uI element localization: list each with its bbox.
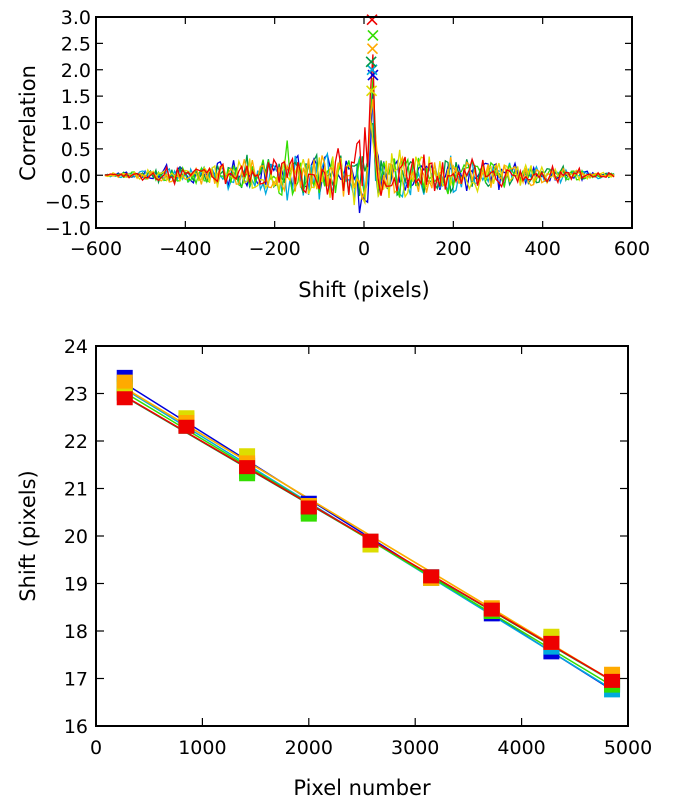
- peak-marker: [367, 29, 379, 42]
- y-tick-label: 24: [64, 336, 88, 358]
- y-tick-label: 21: [64, 479, 88, 501]
- peak-marker: [366, 43, 379, 55]
- shift-data-point: [116, 374, 133, 389]
- shift-plot-ticks: 0 1000 2000 3000 4000 5000 16 17 18 19 20 21 22 23 24: [64, 336, 652, 759]
- y-tick-label: 16: [64, 716, 88, 738]
- x-tick-label: −600: [70, 238, 122, 260]
- shift-data-point: [362, 533, 379, 548]
- y-tick-label: 18: [64, 621, 88, 643]
- correlation-plot-ticks: −600 −400 −200 0 200 400 600 −1.0 −0.5 0.0 0.5 1.0 1…: [45, 7, 650, 260]
- shift-plot: 0 1000 2000 3000 4000 5000161718192021222324 …: [16, 336, 652, 800]
- shift-plot-area: [116, 369, 621, 698]
- shift-x-axis-label: Pixel number: [293, 776, 431, 800]
- correlation-x-axis-label: Shift (pixels): [298, 278, 429, 302]
- x-tick-label: 1000: [178, 737, 226, 759]
- x-tick-label: 4000: [497, 737, 545, 759]
- y-tick-label: 2.0: [61, 60, 91, 82]
- shift-data-point: [423, 569, 440, 584]
- x-tick-label: 0: [358, 238, 370, 260]
- y-tick-label: 2.5: [61, 33, 91, 55]
- peak-marker: [366, 85, 378, 97]
- shift-data-point: [604, 673, 621, 688]
- correlation-plot-frame: [95, 16, 633, 229]
- y-tick-label: 22: [64, 431, 88, 453]
- y-tick-label: 0.5: [61, 139, 91, 161]
- y-tick-label: 20: [64, 526, 88, 548]
- y-tick-label: 1.0: [61, 113, 91, 135]
- x-tick-label: 400: [525, 238, 561, 260]
- shift-y-axis-label: Shift (pixels): [16, 470, 40, 601]
- x-tick-label: 2000: [285, 737, 333, 759]
- correlation-series-line: [104, 77, 615, 198]
- y-tick-label: 1.5: [61, 86, 91, 108]
- x-tick-label: −400: [159, 238, 211, 260]
- shift-data-point: [543, 635, 560, 650]
- correlation-series-line: [104, 54, 615, 200]
- x-tick-label: 0: [90, 737, 102, 759]
- shift-data-point: [483, 602, 500, 617]
- y-tick-label: 17: [64, 669, 88, 691]
- y-tick-label: −0.5: [45, 192, 91, 214]
- y-tick-label: 3.0: [61, 7, 91, 29]
- peak-marker: [365, 56, 377, 68]
- y-tick-label: 0.0: [61, 165, 91, 187]
- x-tick-label: 3000: [391, 737, 439, 759]
- x-tick-label: 5000: [604, 737, 652, 759]
- correlation-plot: −600 −400 −200 0 200 400 600 −1.0 −0.5 0.0 0.5 1.0 1…: [16, 7, 650, 302]
- correlation-series-line: [104, 98, 615, 200]
- x-tick-label: 200: [435, 238, 471, 260]
- correlation-y-axis-label: Correlation: [16, 65, 40, 181]
- y-tick-label: −1.0: [45, 218, 91, 240]
- y-tick-label: 23: [64, 384, 88, 406]
- shift-data-point: [300, 500, 317, 515]
- shift-data-point: [178, 419, 195, 434]
- shift-data-point: [116, 391, 133, 406]
- y-tick-label: 19: [64, 574, 88, 596]
- x-tick-label: −200: [249, 238, 301, 260]
- correlation-plot-area: [104, 14, 615, 214]
- x-tick-label: 600: [614, 238, 650, 260]
- shift-data-point: [239, 460, 256, 475]
